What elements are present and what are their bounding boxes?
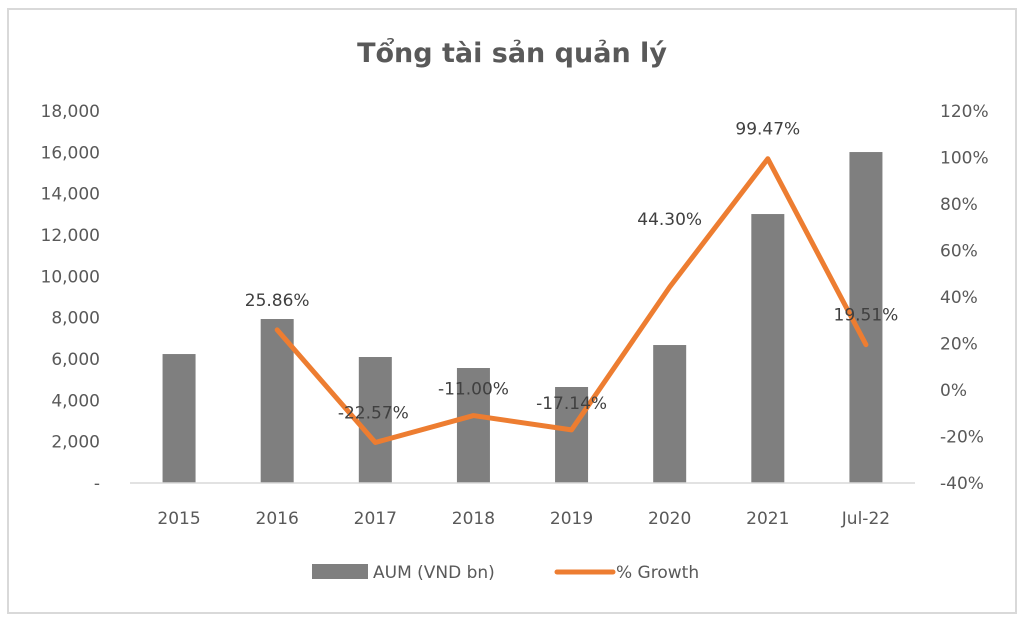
aum-bar bbox=[849, 152, 883, 483]
chart-title: Tổng tài sản quản lý bbox=[357, 36, 667, 69]
growth-data-label: 25.86% bbox=[245, 291, 310, 311]
line-series bbox=[274, 156, 869, 445]
growth-data-label: -22.57% bbox=[338, 403, 409, 423]
x-axis-tick-label: 2020 bbox=[648, 509, 691, 529]
left-axis-tick-label: 6,000 bbox=[51, 350, 100, 370]
legend-bar-label: AUM (VND bn) bbox=[373, 563, 495, 583]
aum-bar bbox=[555, 387, 589, 483]
left-axis-tick-label: - bbox=[94, 474, 100, 494]
growth-data-label: 44.30% bbox=[637, 210, 702, 230]
aum-bar bbox=[653, 345, 687, 483]
aum-bar bbox=[358, 357, 392, 483]
x-axis-tick-label: Jul-22 bbox=[841, 509, 890, 529]
right-axis-tick-label: 40% bbox=[940, 288, 978, 308]
right-axis-tick-label: -40% bbox=[940, 474, 984, 494]
chart-frame bbox=[7, 8, 1017, 614]
legend: AUM (VND bn) % Growth bbox=[312, 563, 699, 583]
right-axis-tick-label: 60% bbox=[940, 242, 978, 262]
growth-data-label: 99.47% bbox=[735, 120, 800, 140]
x-axis-tick-label: 2015 bbox=[157, 509, 200, 529]
left-axis-tick-label: 2,000 bbox=[51, 433, 100, 453]
growth-data-label: 19.51% bbox=[834, 306, 899, 326]
x-axis-ticks: 2015 2016 2017 2018 2019 2020 2021 Jul-22 bbox=[157, 509, 890, 529]
aum-bar bbox=[260, 319, 294, 483]
right-axis-tick-label: 80% bbox=[940, 195, 978, 215]
legend-line-label: % Growth bbox=[616, 563, 699, 583]
legend-bar-swatch bbox=[312, 564, 368, 579]
left-axis-tick-label: 16,000 bbox=[41, 143, 100, 163]
right-axis-tick-label: 100% bbox=[940, 149, 989, 169]
aum-bar bbox=[751, 214, 785, 483]
growth-data-label: -17.14% bbox=[536, 394, 607, 414]
x-axis-tick-label: 2018 bbox=[452, 509, 495, 529]
aum-bar bbox=[162, 354, 196, 483]
right-axis-ticks: -40% -20% 0% 20% 40% 60% 80% 100% 120% bbox=[940, 102, 989, 494]
left-axis-tick-label: 4,000 bbox=[51, 391, 100, 411]
data-labels: 25.86% -22.57% -11.00% -17.14% 44.30% 99.47% 1… bbox=[245, 120, 899, 424]
bar-series bbox=[162, 152, 883, 483]
x-axis-tick-label: 2019 bbox=[550, 509, 593, 529]
growth-data-label: -11.00% bbox=[438, 380, 509, 400]
aum-bar bbox=[456, 368, 490, 483]
left-axis-tick-label: 12,000 bbox=[41, 226, 100, 246]
right-axis-tick-label: 20% bbox=[940, 335, 978, 355]
x-axis-tick-label: 2021 bbox=[746, 509, 789, 529]
x-axis-tick-label: 2017 bbox=[354, 509, 397, 529]
x-axis-tick-label: 2016 bbox=[256, 509, 299, 529]
left-axis-tick-label: 14,000 bbox=[41, 185, 100, 205]
right-axis-tick-label: 0% bbox=[940, 381, 967, 401]
left-axis-ticks: - 2,000 4,000 6,000 8,000 10,000 12,000 14,000 1… bbox=[41, 102, 100, 494]
right-axis-tick-label: -20% bbox=[940, 428, 984, 448]
right-axis-tick-label: 120% bbox=[940, 102, 989, 122]
left-axis-tick-label: 18,000 bbox=[41, 102, 100, 122]
left-axis-tick-label: 8,000 bbox=[51, 309, 100, 329]
left-axis-tick-label: 10,000 bbox=[41, 267, 100, 287]
